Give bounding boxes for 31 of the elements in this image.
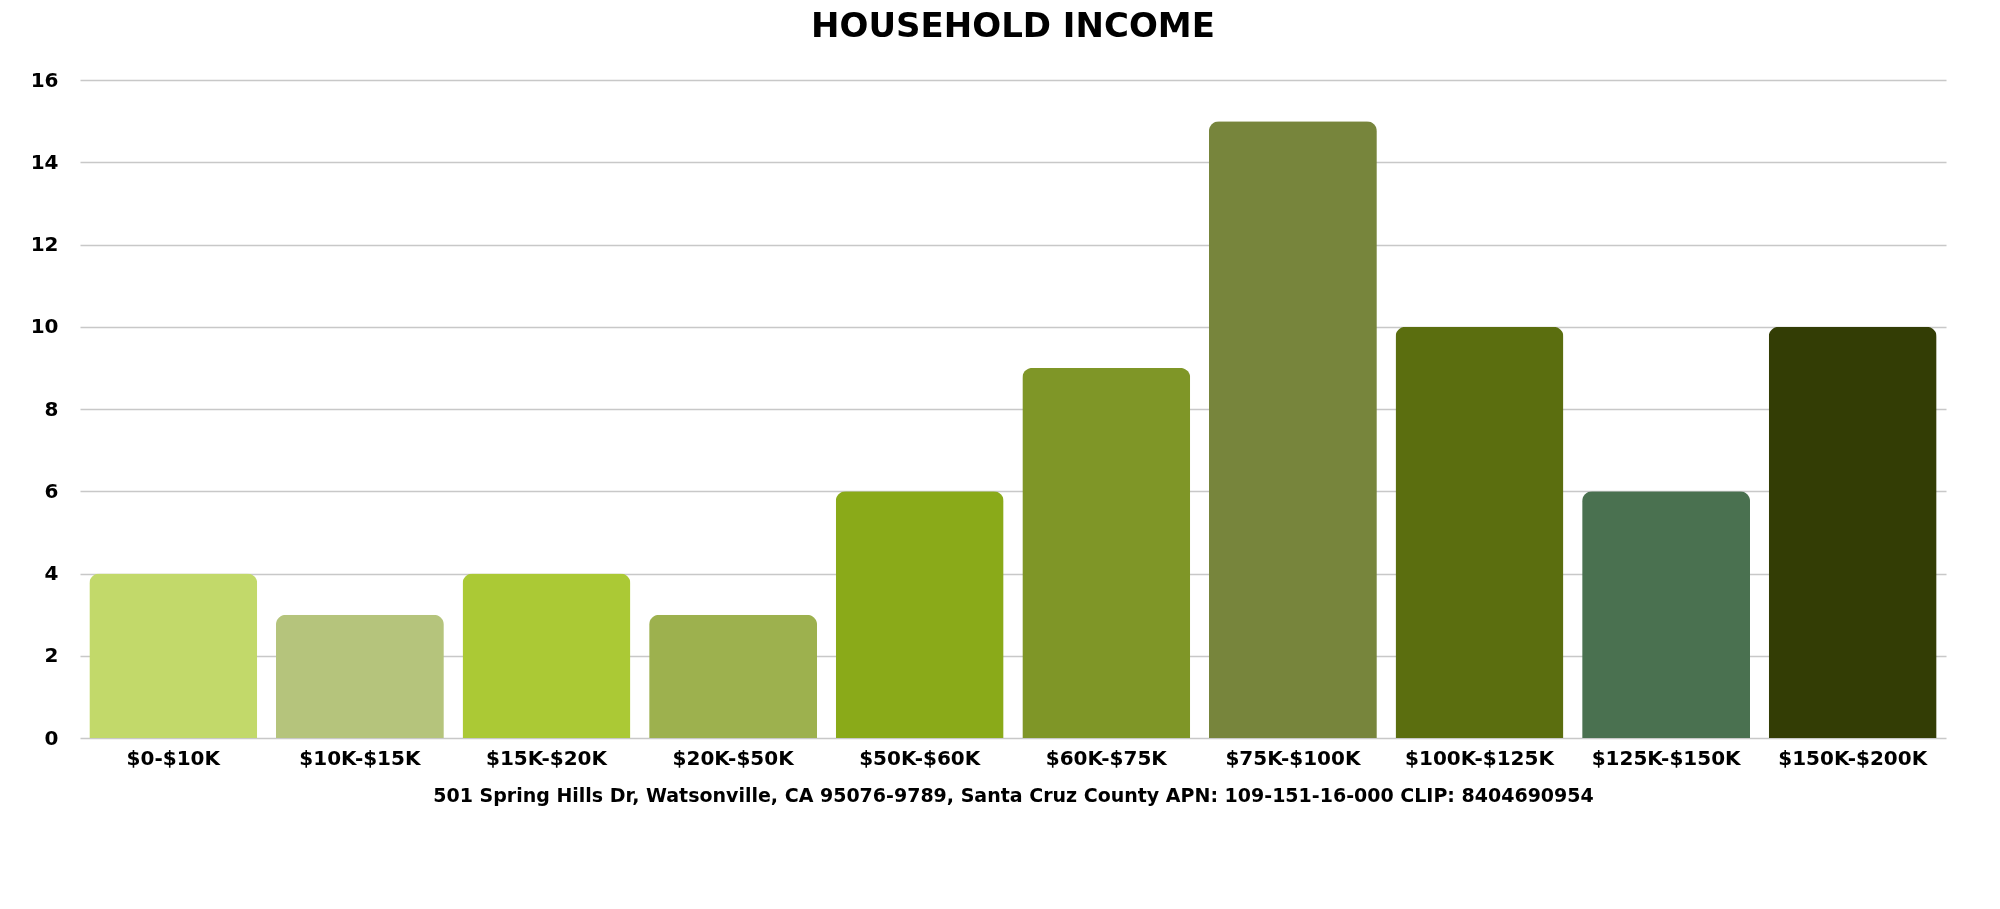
chart-title: HOUSEHOLD INCOME: [811, 5, 1215, 45]
bar: [462, 573, 631, 738]
x-tick-label: $50K-$60K: [859, 745, 982, 770]
y-tick-label: 0: [44, 725, 59, 750]
y-tick-label: 10: [30, 314, 59, 339]
bar: [1582, 491, 1751, 738]
x-tick-label: $0-$10K: [126, 745, 222, 770]
y-tick-label: 16: [30, 67, 59, 92]
y-tick-label: 12: [30, 232, 59, 256]
bar: [89, 573, 258, 738]
bar: [1395, 326, 1564, 738]
y-tick-label: 8: [44, 396, 59, 421]
y-tick-label: 14: [30, 149, 59, 174]
bar: [1208, 121, 1377, 738]
y-tick-label: 2: [44, 643, 59, 668]
bar: [649, 614, 818, 738]
bar: [1022, 367, 1191, 738]
x-tick-label: $60K-$75K: [1045, 745, 1169, 770]
x-tick-label: $100K-$125K: [1405, 745, 1556, 770]
x-tick-label: $15K-$20K: [485, 745, 609, 770]
x-tick-label: $125K-$150K: [1591, 745, 1743, 770]
text: 501 Spring Hills Dr, Watsonville, CA 95076-9789, Santa Cruz County APN: 109-151-16-000 CLIP: 8404690954: [433, 783, 1594, 806]
bar: [1768, 326, 1937, 738]
x-tick-label: $10K-$15K: [299, 745, 422, 770]
y-tick-label: 4: [44, 561, 59, 585]
y-tick-label: 6: [44, 478, 59, 503]
x-tick-label: $75K-$100K: [1225, 745, 1362, 770]
bar: [275, 614, 444, 738]
bar: [835, 491, 1004, 738]
x-tick-label: $150K-$200K: [1778, 745, 1929, 770]
x-tick-label: $20K-$50K: [672, 745, 796, 770]
